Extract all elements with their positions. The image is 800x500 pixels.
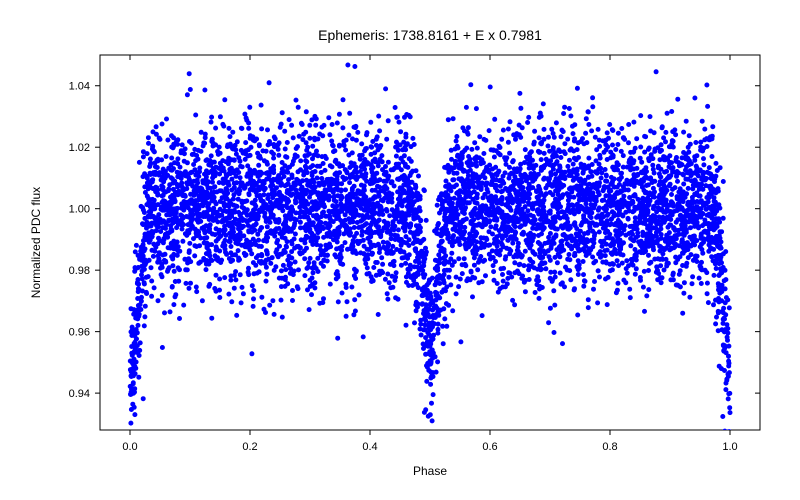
y-tick-label: 1.02 [69,142,90,154]
y-tick-label: 0.94 [69,388,90,400]
y-tick-label: 1.04 [69,81,90,93]
x-axis-label: Phase [413,464,447,478]
x-tick-label: 0.2 [242,441,257,453]
chart-container: 0.0 0.2 0.4 0.6 0.8 1.0 0.94 0.96 0.98 1.00 1.02 1.… [0,0,800,500]
x-tick-label: 0.8 [602,441,617,453]
y-tick-label: 0.98 [69,265,90,277]
x-tick-label: 1.0 [722,441,737,453]
y-axis-label: Normalized PDC flux [29,187,43,298]
x-tick-label: 0.6 [482,441,497,453]
x-tick-label: 0.4 [362,441,377,453]
y-tick-label: 0.96 [69,327,90,339]
light-curve-chart: 0.0 0.2 0.4 0.6 0.8 1.0 0.94 0.96 0.98 1.00 1.02 1.… [0,0,800,500]
y-tick-label: 1.00 [69,204,90,216]
x-tick-label: 0.0 [122,441,137,453]
chart-title: Ephemeris: 1738.8161 + E x 0.7981 [318,27,542,43]
